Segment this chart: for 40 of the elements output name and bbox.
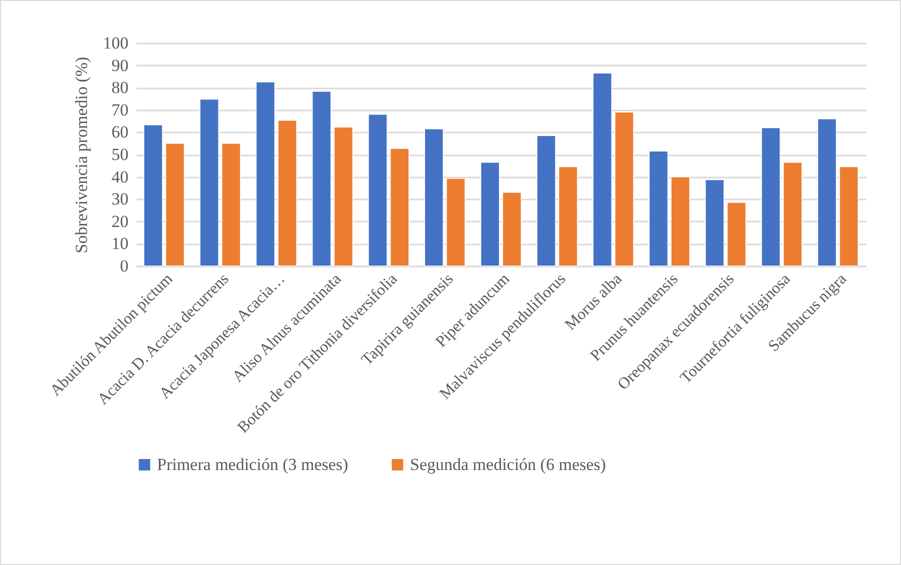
- bar: [165, 142, 185, 266]
- y-tick-label: 70: [112, 100, 128, 120]
- y-tick-label: 60: [112, 122, 128, 142]
- bar: [200, 98, 219, 266]
- bar: [726, 202, 746, 266]
- y-tick-label: 30: [112, 190, 128, 209]
- bar: [761, 127, 781, 266]
- bar: [368, 114, 388, 266]
- bar: [817, 118, 837, 266]
- y-tick-label: 10: [112, 234, 128, 254]
- y-tick-label: 20: [112, 212, 128, 231]
- bar: [312, 90, 332, 266]
- y-tick-label: 100: [103, 34, 128, 52]
- bar: [536, 135, 556, 266]
- y-tick-label: 90: [112, 56, 128, 75]
- y-tick-label: 40: [112, 167, 128, 186]
- bar: [670, 176, 690, 266]
- y-tick-label: 50: [112, 145, 128, 164]
- bar: [558, 166, 578, 266]
- legend-label: Primera medición (3 meses): [157, 454, 348, 474]
- bar: [278, 120, 297, 266]
- legend-label: Segunda medición (6 meses): [410, 454, 606, 474]
- y-tick-label: 0: [120, 256, 128, 276]
- bar: [839, 166, 859, 266]
- bar: [143, 124, 163, 266]
- bar: [705, 179, 724, 266]
- y-tick-label: 80: [112, 78, 128, 98]
- bar: [614, 112, 634, 266]
- bar: [446, 178, 466, 266]
- bar: [783, 162, 802, 266]
- bar: [424, 128, 444, 266]
- bar: [592, 72, 612, 266]
- bar: [502, 192, 522, 266]
- bar: [648, 150, 668, 266]
- y-axis-title: Sobrevivencia promedio (%): [72, 56, 91, 254]
- bar: [334, 126, 354, 266]
- bar: [221, 142, 241, 266]
- bar: [390, 148, 410, 266]
- bar: [256, 82, 276, 266]
- bar: [480, 162, 500, 266]
